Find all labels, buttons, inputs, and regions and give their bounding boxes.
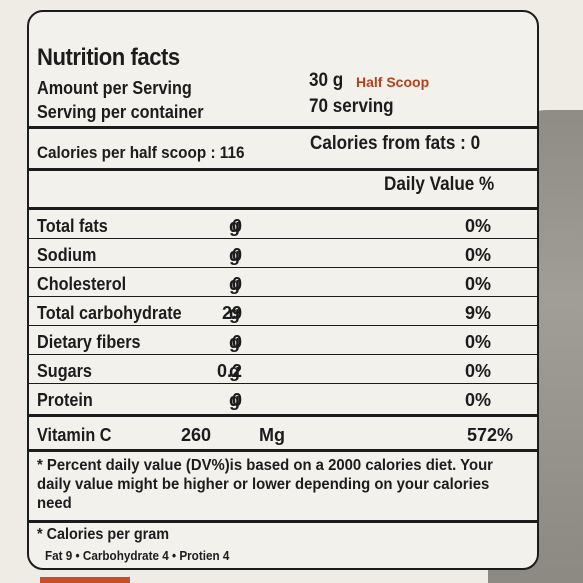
nutrient-dv: 0% [464,245,491,265]
vitamin-amount: 260 [181,425,212,445]
vitamin-dv: 572% [466,425,513,445]
nutrient-name: Total fats [37,216,108,236]
nutrient-amount: 0 [231,332,242,352]
calories-per-gram-title: * Calories per gram [37,526,170,543]
nutrient-amount: 0 [231,390,242,410]
nutrient-row: Sodium 0 g 0% [29,239,537,268]
nutrient-amount: 0 [231,216,242,236]
divider [29,126,537,129]
nutrient-row: Sugars 0.2 g 0% [29,355,537,384]
daily-value-footnote: * Percent daily value (DV%)is based on a… [37,457,493,512]
nutrient-dv: 0% [464,216,491,236]
nutrient-name: Cholesterol [37,274,127,294]
calories-from-fats: Calories from fats : 0 [310,133,481,154]
nutrition-label-panel: Nutrition facts Amount per Serving 30 g … [27,10,539,570]
nutrient-amount: 0.2 [216,361,242,381]
nutrient-unit: g [229,390,240,410]
servings-value: 70 serving [309,96,394,117]
divider [29,168,537,171]
vitamin-unit: Mg [259,425,285,445]
nutrient-name: Protein [37,390,93,410]
label-title: Nutrition facts [37,44,180,71]
nutrient-amount: 0 [231,274,242,294]
nutrient-row: Cholesterol 0 g 0% [29,268,537,297]
nutrient-name: Dietary fibers [37,332,141,352]
half-scoop-note: Half Scoop [356,74,430,90]
calories-label: Calories per half scoop : 116 [37,143,245,162]
nutrient-dv: 0% [464,332,491,352]
nutrient-dv: 0% [464,361,491,381]
nutrient-row: Total fats 0 g 0% [29,210,537,239]
nutrient-dv: 0% [464,274,491,294]
nutrient-dv: 0% [464,390,491,410]
packaging-strip [40,577,130,583]
nutrient-unit: g [229,303,240,323]
divider [29,520,537,523]
divider [29,414,537,417]
nutrient-unit: g [229,216,240,236]
nutrient-name: Sodium [37,245,97,265]
nutrient-unit: g [229,245,240,265]
nutrient-row: Protein 0 g 0% [29,384,537,413]
nutrient-unit: g [229,361,240,381]
nutrient-name: Sugars [37,361,92,381]
divider [29,449,537,452]
calories-per-gram-values: Fat 9 • Carbohydrate 4 • Protien 4 [45,548,230,563]
nutrient-amount: 0 [231,245,242,265]
servings-label: Serving per container [37,102,204,122]
nutrient-name: Total carbohydrate [37,303,182,323]
divider [29,207,537,210]
amount-per-serving-value: 30 g [309,70,344,91]
nutrient-amount: 29 [221,303,242,323]
nutrient-unit: g [229,274,240,294]
daily-value-header: Daily Value % [384,174,495,195]
nutrient-dv: 9% [464,303,491,323]
vitamin-row: Vitamin C 260 Mg 572% [29,419,537,448]
nutrient-row: Dietary fibers 0 g 0% [29,326,537,355]
vitamin-name: Vitamin C [37,425,112,445]
nutrient-row: Total carbohydrate 29 g 9% [29,297,537,326]
amount-per-serving-label: Amount per Serving [37,78,192,98]
nutrient-unit: g [229,332,240,352]
